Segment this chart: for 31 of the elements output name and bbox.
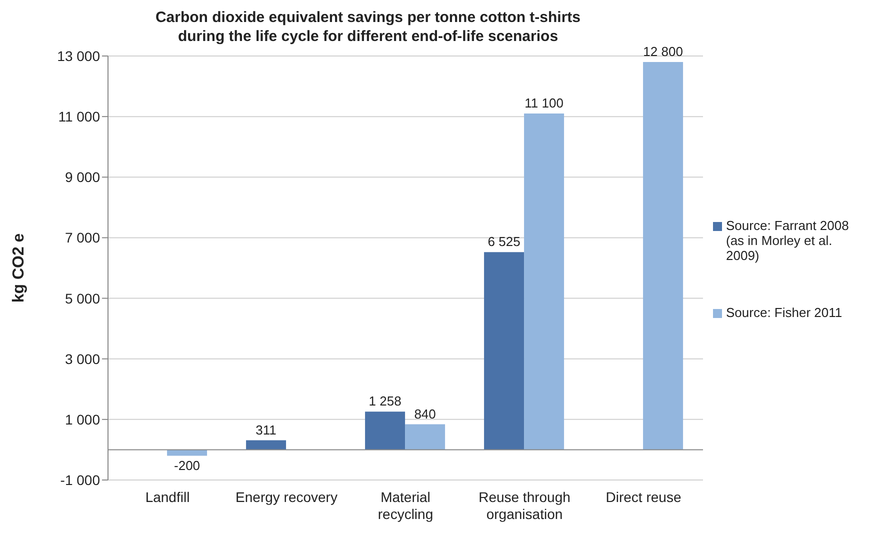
bar <box>167 450 208 456</box>
bar <box>246 440 286 450</box>
data-label: 12 800 <box>643 44 683 60</box>
y-axis-title: kg CO2 e <box>10 233 28 303</box>
y-tick-label: 1 000 <box>64 411 100 428</box>
x-tick-label: Landfill <box>145 489 190 505</box>
data-label: 311 <box>256 422 276 438</box>
bar <box>643 62 684 450</box>
y-tick-label: 9 000 <box>64 169 100 186</box>
x-tick-label: Direct reuse <box>606 489 682 505</box>
data-label: 6 525 <box>488 234 520 250</box>
legend-label: Source: Fisher 2011 <box>726 305 842 320</box>
bar <box>524 114 564 450</box>
data-label: -200 <box>174 458 200 473</box>
x-tick-label: Material recycling <box>378 489 434 522</box>
legend-label: Source: Farrant 2008 (as in Morley et al. 2009) <box>726 218 850 263</box>
bar <box>405 424 446 450</box>
x-tick-label: Energy recovery <box>236 489 338 505</box>
y-tick-label: 11 000 <box>58 108 100 125</box>
y-tick-label: 3 000 <box>64 350 100 367</box>
y-tick-label: 13 000 <box>57 48 100 64</box>
x-tick-label: Reuse through organisation <box>478 489 570 522</box>
data-label: 840 <box>414 406 436 422</box>
y-tick-label: 7 000 <box>64 230 100 246</box>
bar <box>365 412 406 450</box>
chart-title: Carbon dioxide equivalent savings per tonne cotton t-shirts during the life cycle for different end-of-life scenarios <box>154 8 582 46</box>
y-tick-label: 5 000 <box>64 290 100 306</box>
bar <box>484 252 524 450</box>
data-label: 11 100 <box>524 96 564 111</box>
data-label: 1 258 <box>368 394 402 409</box>
y-tick-label: -1 000 <box>60 472 100 488</box>
